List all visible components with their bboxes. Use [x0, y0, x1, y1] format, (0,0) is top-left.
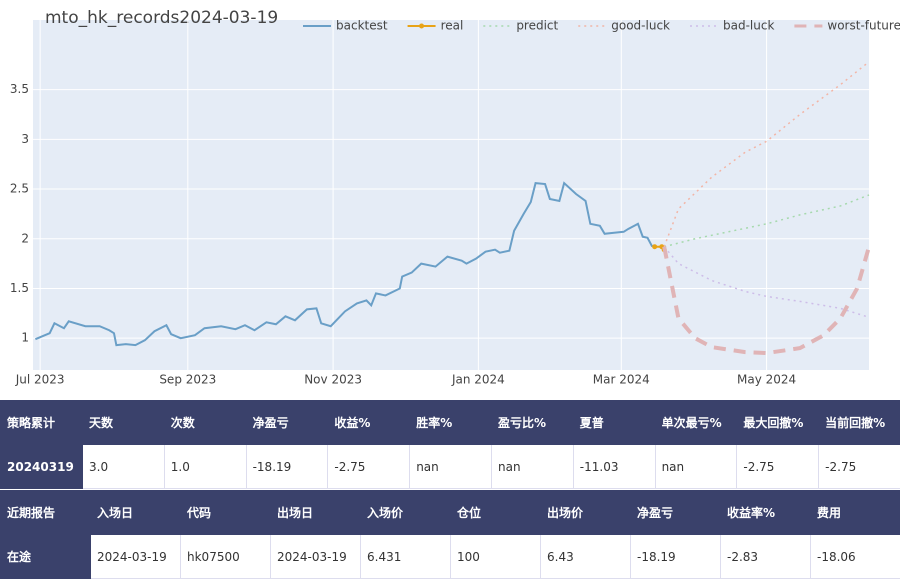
series-line — [662, 246, 871, 356]
chart-title: mto_hk_records2024-03-19 — [45, 8, 278, 28]
cell: 20240319 — [0, 444, 83, 489]
cell: nan — [654, 444, 738, 489]
x-tick-label: Jan 2024 — [451, 373, 505, 387]
header-row: 近期报告 入场日 代码 出场日 入场价 仓位 出场价 净盈亏 收益率% 费用 — [0, 490, 900, 535]
header-cell: 当前回撤% — [818, 400, 900, 445]
summary-table: 策略累计 天数 次数 净盈亏 收益% 胜率% 盈亏比% 夏普 单次最亏% 最大回撤% 当前回撤% 20… — [0, 400, 900, 489]
header-cell: 次数 — [163, 400, 247, 445]
header-cell: 代码 — [180, 490, 271, 535]
header-cell: 收益率% — [720, 490, 811, 535]
legend-marker — [419, 23, 425, 29]
x-tick-label: Jul 2023 — [15, 373, 65, 387]
row: 20240319 3.0 1.0 -18.19 -2.75 nan nan -11.03 nan… — [0, 444, 900, 489]
header-cell: 出场日 — [270, 490, 361, 535]
header-cell: 入场价 — [360, 490, 451, 535]
header-cell: 盈亏比% — [490, 400, 574, 445]
cell: 6.431 — [360, 534, 451, 579]
header-cell: 出场价 — [540, 490, 631, 535]
cell: 2024-03-19 — [270, 534, 361, 579]
cell: 6.43 — [540, 534, 631, 579]
cell: nan — [490, 444, 574, 489]
y-tick-label: 1.5 — [10, 281, 29, 295]
plot-area — [33, 20, 869, 370]
cell: -2.75 — [327, 444, 411, 489]
cell: 3.0 — [82, 444, 165, 489]
legend-label: backtest — [336, 19, 388, 33]
x-tick-label: Mar 2024 — [593, 373, 650, 387]
report-table: 近期报告 入场日 代码 出场日 入场价 仓位 出场价 净盈亏 收益率% 费用 在途 2024-03-1… — [0, 490, 900, 579]
series-line — [663, 194, 870, 248]
cell: -11.03 — [572, 444, 656, 489]
header-cell: 胜率% — [409, 400, 492, 445]
header-row: 策略累计 天数 次数 净盈亏 收益% 胜率% 盈亏比% 夏普 单次最亏% 最大回撤% 当前回撤% — [0, 400, 900, 445]
header-cell: 仓位 — [450, 490, 541, 535]
cell: nan — [409, 444, 492, 489]
header-cell: 策略累计 — [0, 400, 83, 445]
cell: -2.75 — [818, 444, 900, 489]
header-cell: 最大回撤% — [736, 400, 820, 445]
cell: 2024-03-19 — [90, 534, 181, 579]
y-tick-label: 1 — [21, 331, 29, 345]
header-cell: 近期报告 — [0, 490, 91, 535]
header-cell: 净盈亏 — [245, 400, 329, 445]
x-tick-label: Sep 2023 — [159, 373, 216, 387]
cell: 100 — [450, 534, 541, 579]
cell: 在途 — [0, 534, 91, 579]
header-cell: 天数 — [82, 400, 165, 445]
x-tick-label: May 2024 — [737, 373, 796, 387]
row: 在途 2024-03-19 hk07500 2024-03-19 6.431 100 6.4… — [0, 534, 900, 579]
legend-label: predict — [516, 19, 558, 33]
y-tick-label: 2 — [21, 231, 29, 245]
header-cell: 入场日 — [90, 490, 181, 535]
cell: 1.0 — [163, 444, 247, 489]
header-cell: 费用 — [810, 490, 900, 535]
cell: -18.19 — [245, 444, 329, 489]
y-tick-label: 2.5 — [10, 182, 29, 196]
y-tick-label: 3 — [21, 132, 29, 146]
legend-label: worst-future — [827, 19, 900, 33]
y-tick-label: 3.5 — [10, 82, 29, 96]
cell: hk07500 — [180, 534, 271, 579]
legend-label: bad-luck — [723, 19, 774, 33]
point — [652, 244, 658, 250]
header-cell: 净盈亏 — [630, 490, 721, 535]
cell: -2.75 — [736, 444, 820, 489]
series-line — [34, 181, 654, 347]
header-cell: 夏普 — [572, 400, 656, 445]
cell: -18.06 — [810, 534, 900, 579]
legend-label: good-luck — [611, 19, 670, 33]
header-cell: 单次最亏% — [654, 400, 738, 445]
series-line — [663, 61, 870, 247]
header-cell: 收益% — [327, 400, 411, 445]
cell: -2.83 — [720, 534, 811, 579]
legend-label: real — [441, 19, 464, 33]
x-tick-label: Nov 2023 — [304, 373, 362, 387]
cell: -18.19 — [630, 534, 721, 579]
chart: mto_hk_records2024-03-19 1 1.5 2 2.5 3 3.5 Jul… — [10, 8, 900, 387]
